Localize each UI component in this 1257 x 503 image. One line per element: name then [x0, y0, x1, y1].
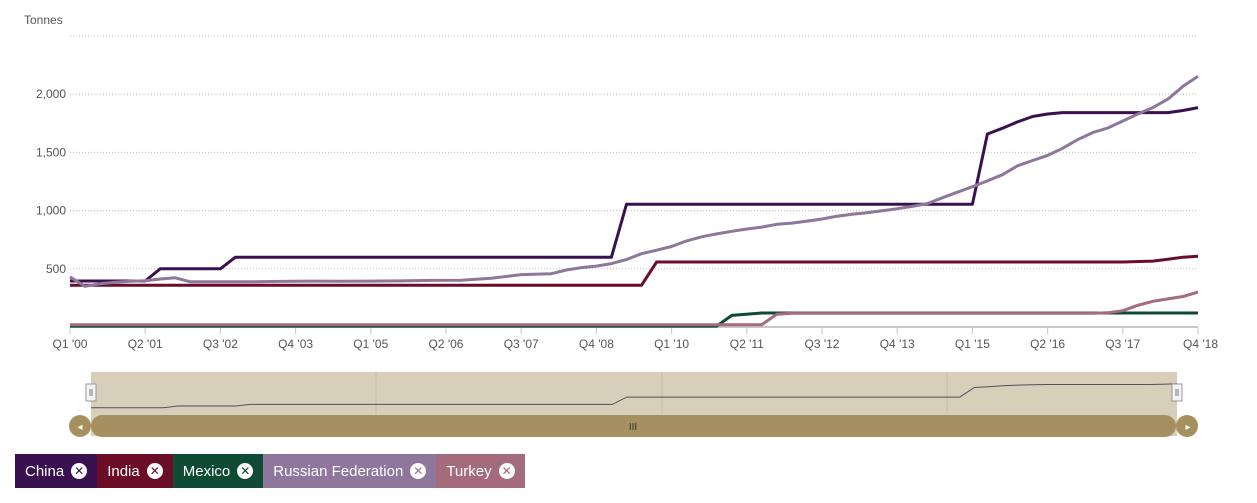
legend-label: Turkey	[446, 462, 492, 480]
navigator-right-handle[interactable]	[1171, 383, 1183, 402]
scroll-left-button[interactable]	[69, 415, 91, 437]
remove-icon[interactable]: ✕	[237, 463, 254, 479]
scroll-right-button[interactable]	[1176, 415, 1198, 437]
gridlines	[70, 35, 1198, 328]
x-tick-label: Q2 '16	[1030, 337, 1065, 351]
legend-label: China	[25, 462, 65, 480]
navigator-left-handle[interactable]	[85, 383, 97, 402]
remove-icon[interactable]: ✕	[71, 463, 88, 479]
x-tick-label: Q2 '06	[429, 337, 464, 351]
y-tick-label: 2,000	[36, 87, 66, 101]
series-lines	[69, 74, 1199, 328]
y-axis-ticks: 500 1,000 1,500 2,000	[36, 87, 66, 276]
legend-item-mexico[interactable]: Mexico ✕	[172, 454, 264, 488]
x-tick-label: Q4 '13	[880, 337, 915, 351]
grip-icon: III	[629, 422, 637, 433]
chevron-right-icon: ▸	[1185, 422, 1190, 433]
y-tick-label: 1,000	[36, 204, 66, 218]
x-tick-label: Q1 '00	[53, 337, 88, 351]
x-axis-ticks: Q1 '00 Q2 '01 Q3 '02 Q4 '03 Q1 '05 Q2 '06 Q3 '…	[53, 327, 1218, 351]
x-tick-label: Q2 '11	[730, 337, 764, 351]
remove-icon[interactable]: ✕	[498, 463, 515, 479]
legend-item-india[interactable]: India ✕	[97, 454, 173, 488]
navigator-series-line	[91, 383, 1178, 409]
legend-label: Mexico	[182, 462, 231, 480]
legend-item-russian-federation[interactable]: Russian Federation ✕	[263, 454, 437, 488]
y-tick-label: 1,500	[36, 145, 66, 159]
x-tick-label: Q1 '15	[955, 337, 990, 351]
y-axis-title: Tonnes	[24, 13, 63, 27]
x-tick-label: Q4 '03	[278, 337, 313, 351]
legend: China ✕ India ✕ Mexico ✕ Russian Federat…	[15, 454, 525, 488]
x-tick-label: Q1 '05	[353, 337, 388, 351]
remove-icon[interactable]: ✕	[410, 463, 427, 479]
x-tick-label: Q2 '01	[128, 337, 163, 351]
x-tick-label: Q3 '17	[1105, 337, 1140, 351]
line-chart: Tonnes 500 1,000 1,500 2,000 Q1 '00 Q2 '01 Q3…	[24, 13, 1218, 437]
scrollbar[interactable]: ◂ III ▸	[69, 415, 1198, 437]
y-tick-label: 500	[46, 262, 66, 276]
legend-item-turkey[interactable]: Turkey ✕	[436, 454, 525, 488]
series-line-china[interactable]	[70, 106, 1199, 283]
series-line-india[interactable]	[70, 254, 1199, 287]
series-line-turkey[interactable]	[70, 290, 1199, 327]
x-tick-label: Q3 '07	[504, 337, 539, 351]
legend-label: Russian Federation	[273, 462, 404, 480]
x-tick-label: Q4 '18	[1183, 337, 1218, 351]
legend-item-china[interactable]: China ✕	[15, 454, 98, 488]
x-tick-label: Q4 '08	[579, 337, 614, 351]
x-tick-label: Q3 '12	[805, 337, 840, 351]
remove-icon[interactable]: ✕	[146, 463, 163, 479]
legend-label: India	[107, 462, 140, 480]
scrollbar-thumb[interactable]	[91, 415, 1176, 437]
series-line-russian-federation[interactable]	[69, 74, 1199, 288]
x-tick-label: Q1 '10	[654, 337, 689, 351]
x-tick-label: Q3 '02	[203, 337, 238, 351]
chevron-left-icon: ◂	[77, 422, 82, 433]
